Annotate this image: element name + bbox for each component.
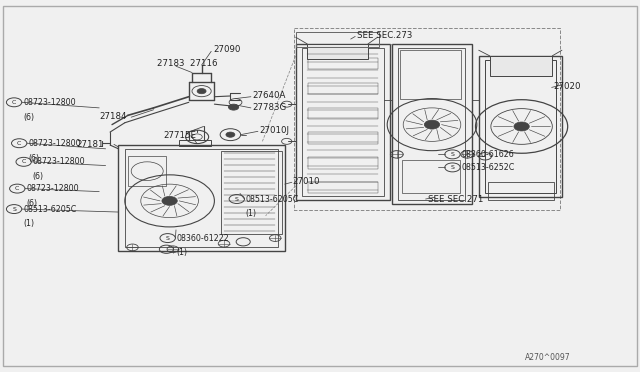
Text: (6): (6) <box>23 113 34 122</box>
Bar <box>392 44 472 204</box>
Text: 08513-6205C: 08513-6205C <box>23 205 76 214</box>
Text: 27640A: 27640A <box>252 92 285 100</box>
Text: S: S <box>166 235 170 241</box>
Text: C: C <box>17 141 21 146</box>
Text: 27020: 27020 <box>554 82 581 91</box>
Text: 08723-12800: 08723-12800 <box>28 139 81 148</box>
Bar <box>307 44 368 59</box>
Bar <box>398 48 465 200</box>
Circle shape <box>514 122 529 131</box>
Bar <box>179 140 211 146</box>
Bar <box>400 50 461 99</box>
Text: 08360-61626: 08360-61626 <box>461 150 514 159</box>
Bar <box>488 182 554 200</box>
Circle shape <box>162 196 177 205</box>
Text: (6): (6) <box>33 172 44 181</box>
Text: 27783G: 27783G <box>252 103 287 112</box>
Bar <box>308 83 378 94</box>
Bar <box>308 132 378 144</box>
Bar <box>308 157 378 169</box>
Text: 27715E: 27715E <box>163 131 196 140</box>
Text: 08723-12800: 08723-12800 <box>26 184 79 193</box>
Bar <box>308 58 378 69</box>
Text: S: S <box>451 152 454 157</box>
Text: 27183  27116: 27183 27116 <box>157 60 218 68</box>
Bar <box>485 60 556 193</box>
Circle shape <box>228 104 239 110</box>
Text: 08360-61222: 08360-61222 <box>177 234 229 243</box>
Circle shape <box>226 132 235 137</box>
Text: 08723-12800: 08723-12800 <box>33 157 85 166</box>
Text: C: C <box>12 100 16 105</box>
Text: 27010J: 27010J <box>259 126 289 135</box>
Text: 27090: 27090 <box>213 45 241 54</box>
Bar <box>302 48 384 196</box>
Circle shape <box>424 120 440 129</box>
Bar <box>479 56 562 197</box>
Text: 08723-12800: 08723-12800 <box>23 98 76 107</box>
Bar <box>308 182 378 193</box>
Bar <box>490 56 552 76</box>
Bar <box>294 28 560 210</box>
Bar <box>402 160 460 193</box>
Text: 27184: 27184 <box>99 112 127 121</box>
Text: S: S <box>235 196 239 202</box>
Bar <box>296 32 379 46</box>
Text: (6): (6) <box>26 199 37 208</box>
Bar <box>128 156 166 186</box>
Text: A270^0097: A270^0097 <box>525 353 570 362</box>
Text: C: C <box>15 186 19 191</box>
Text: SEE SEC.271: SEE SEC.271 <box>428 195 483 204</box>
Bar <box>308 108 378 119</box>
Text: (6): (6) <box>28 154 39 163</box>
Text: 08513-6205C: 08513-6205C <box>246 195 299 203</box>
Bar <box>125 149 278 247</box>
Text: 27010: 27010 <box>292 177 320 186</box>
Text: S: S <box>12 206 16 212</box>
Text: 08513-6252C: 08513-6252C <box>461 163 515 172</box>
Text: S: S <box>451 165 454 170</box>
Text: (1): (1) <box>177 248 188 257</box>
Bar <box>118 145 285 251</box>
Bar <box>296 44 390 200</box>
Text: C: C <box>22 159 26 164</box>
Circle shape <box>197 89 206 94</box>
Text: (1): (1) <box>246 209 257 218</box>
Text: 27181: 27181 <box>77 140 104 149</box>
Text: SEE SEC.273: SEE SEC.273 <box>357 31 413 40</box>
Bar <box>221 151 282 234</box>
Text: (1): (1) <box>23 219 34 228</box>
